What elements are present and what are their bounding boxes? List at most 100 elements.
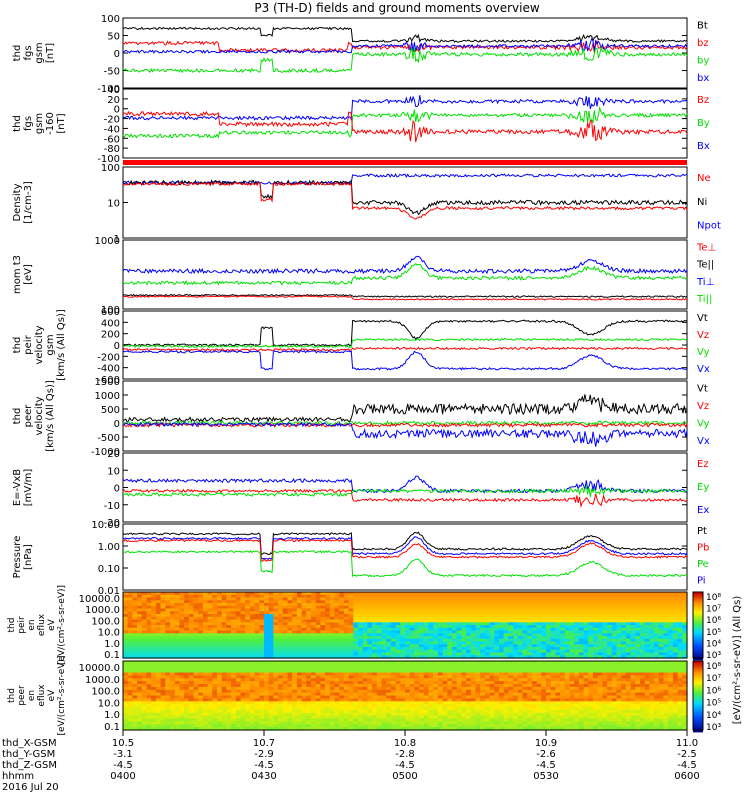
colorbar-tick: 10⁶ (706, 616, 721, 626)
legend-Vz: Vz (697, 401, 709, 412)
legend-Vx: Vx (697, 364, 710, 375)
colorbar-tick: 10⁴ (706, 639, 721, 649)
series-line-4-3 (123, 351, 687, 370)
ylabel-line: eV (47, 618, 57, 631)
series-line-2-1 (123, 181, 687, 215)
legend-Npot: Npot (697, 221, 721, 232)
ylabel-line: [nT] (56, 113, 67, 133)
legend-Pi: Pi (697, 575, 706, 586)
ylabel-line: velocity (34, 396, 45, 435)
series-line-4-2 (123, 347, 687, 350)
ytick-label: 100.0 (91, 616, 120, 627)
legend-Pt: Pt (697, 526, 707, 537)
ylabel-line: gsm (34, 42, 45, 63)
series-line-4-0 (123, 320, 687, 346)
ytick-label: 50 (107, 32, 120, 43)
ytick-label: 10 (107, 199, 120, 210)
ytick-label: 10.00 (91, 520, 120, 531)
colorbar-tick: 10⁷ (706, 605, 721, 615)
ytick-label: 200 (101, 330, 120, 341)
legend-Ti||: Ti|| (696, 294, 712, 305)
ylabel-line: en (27, 619, 37, 630)
legend-Bz: Bz (697, 95, 709, 106)
ytick-label: -400 (97, 364, 120, 375)
ytick-label: 1500 (95, 377, 120, 388)
panel-frame-6 (123, 453, 687, 522)
ytick-label: 0 (114, 484, 120, 495)
ytick-label: 500 (101, 405, 120, 416)
ytick-label: 100 (101, 163, 120, 174)
ytick-label: 10 (107, 466, 120, 477)
ylabel-line: E=-VxB (12, 469, 23, 506)
panel-frame-1 (123, 89, 687, 158)
ytick-label: 400 (101, 318, 120, 329)
series-line-7-0 (123, 532, 687, 554)
legend-bz: bz (697, 38, 709, 49)
legend-Pe: Pe (697, 559, 709, 570)
legend-bx: bx (697, 73, 709, 84)
ytick-label: 0 (114, 49, 120, 60)
panel-frame-5 (123, 381, 687, 451)
colorbar-tick: 10⁸ (706, 593, 721, 603)
ytick-label: 10000.0 (79, 594, 120, 605)
ylabel-line: mom t3 (12, 255, 23, 294)
ylabel-line: [nPa] (23, 544, 34, 570)
ylabel-line: [nT] (45, 43, 56, 63)
series-line-0-0 (123, 28, 687, 43)
panel-frame-4 (123, 311, 687, 379)
ylabel-line: [mV/m] (23, 469, 34, 507)
ytick-label: 1.0 (104, 639, 120, 650)
ylabel-line: Density (12, 183, 23, 221)
ylabel-line: thd (7, 618, 17, 633)
ylabel-line: gsm (34, 113, 45, 134)
legend-Ez: Ez (697, 459, 709, 470)
colorbar-tick: 10⁵ (706, 628, 721, 638)
panel-frame-3 (123, 240, 687, 309)
ylabel-line: thd (12, 45, 23, 62)
legend-Bt: Bt (697, 21, 708, 32)
ylabel-line: [1/cm-3] (23, 181, 34, 224)
quality-flag-bar (123, 160, 687, 165)
ylabel-line: thd (12, 408, 23, 425)
ytick-label: -500 (97, 433, 120, 444)
ytick-label: 20 (107, 449, 120, 460)
ylabel-line: thd (12, 337, 23, 354)
ytick-label: -50 (104, 67, 120, 78)
legend-by: by (697, 56, 709, 67)
ytick-label: 1000.0 (85, 605, 120, 616)
legend-Pb: Pb (697, 542, 709, 553)
colorbar-tick: 10³ (706, 651, 721, 661)
ytick-label: 1000 (95, 391, 120, 402)
legend-Vt: Vt (697, 313, 708, 324)
legend-Ne: Ne (697, 173, 711, 184)
ytick-label: 0 (114, 419, 120, 430)
figure-title: P3 (TH-D) fields and ground moments over… (254, 1, 539, 15)
series-line-1-0 (123, 95, 687, 120)
panel-frame-2 (123, 167, 687, 238)
legend-Vy: Vy (697, 347, 710, 358)
ytick-label: 600 (101, 307, 120, 318)
ylabel-line: [km/s (All Qs)] (56, 309, 67, 381)
ytick-label: 0.1 (104, 650, 120, 661)
ytick-label: 100 (101, 14, 120, 25)
legend-Te⊥: Te⊥ (696, 242, 716, 253)
ylabel-line: fgs (23, 116, 34, 131)
legend-Vy: Vy (697, 419, 710, 430)
legend-By: By (697, 118, 710, 129)
ylabel-line: [km/s (All Qs)] (45, 380, 56, 452)
ytick-label: 1000 (95, 236, 120, 247)
ylabel-line: velocity (34, 325, 45, 364)
ylabel-line: peer (23, 404, 34, 428)
ytick-label: -10 (104, 501, 120, 512)
ylabel-line: gsm (45, 334, 56, 355)
ytick-label: 0 (114, 341, 120, 352)
ylabel-line: [eV] (23, 264, 34, 285)
series-line-5-3 (123, 423, 687, 447)
ytick-label: -200 (97, 352, 120, 363)
legend-Bx: Bx (697, 141, 710, 152)
ytick-label: 1.00 (98, 542, 120, 553)
ylabel-line: [eV/(cm²-s-sr-eV)] (57, 585, 67, 665)
legend-Vz: Vz (697, 330, 709, 341)
